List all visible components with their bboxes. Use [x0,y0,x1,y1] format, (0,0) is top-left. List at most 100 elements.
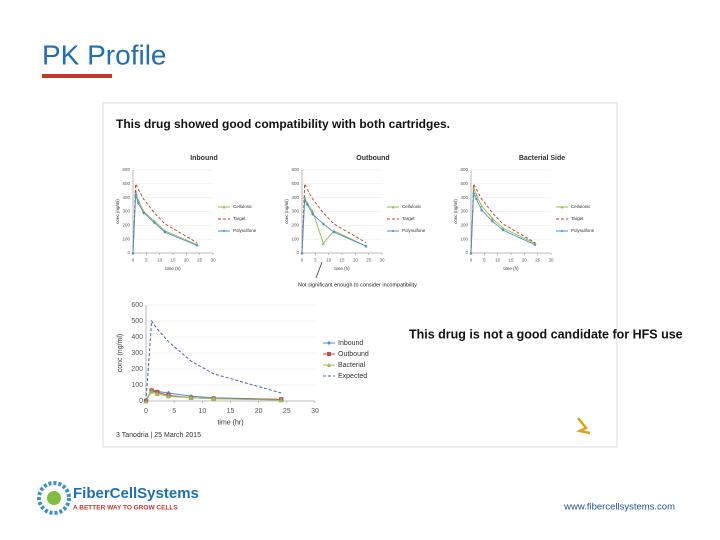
legend-label: Target [233,216,246,221]
mark-glyph [576,417,591,435]
marker [501,228,505,232]
legend-label: Cellulosic [233,204,253,209]
slide-title: PK Profile [42,39,167,70]
legend-label: Polysulfone [402,228,426,233]
x-tick-label: 0 [301,258,304,263]
marker [474,193,478,197]
marker [142,211,146,215]
x-tick-label: 25 [535,258,541,263]
marker [279,397,284,403]
marker [469,251,473,255]
marker [155,391,160,396]
y-axis-label: conc (ng/ml) [453,199,458,224]
x-tick-label: 25 [283,408,291,415]
y-tick-label: 200 [131,366,143,373]
marker [560,229,564,233]
x-axis-label: time (h) [165,266,181,271]
marker [501,226,505,230]
x-tick-label: 25 [197,258,203,263]
marker [166,393,171,399]
y-tick-label: 100 [291,236,299,241]
figure-frame [102,102,618,448]
legend-label: Expected [338,373,367,380]
x-tick-label: 15 [227,408,235,415]
chart-title: Outbound [356,155,389,162]
legend-label: Polysulfone [571,228,595,233]
conclusion-line: This drug is not a good candidate for HF… [409,327,683,341]
x-tick-label: 20 [255,408,263,415]
marker [222,205,226,209]
y-axis-label: conc (ng/ml) [284,199,289,224]
y-tick-label: 0 [465,250,468,255]
x-tick-label: 10 [326,258,332,263]
marker [303,195,307,200]
y-axis-label: conc (ng/ml) [115,199,120,224]
series-line [301,183,367,254]
legend-label: Target [402,216,415,221]
chart-title: Bacterial Side [519,155,565,162]
logo-core [47,491,61,505]
logo [37,481,71,515]
marker [188,395,194,400]
chart: Inbound 0 100 200 300 400 500 600 0 5 10 15 20 25 30 ti… [115,155,257,271]
x-axis-label: time (h) [334,266,350,271]
x-tick-label: 5 [172,408,176,415]
legend-label: Target [571,216,584,221]
logo-name: FiberCellSystems [73,485,199,502]
marker [136,201,140,205]
y-tick-label: 600 [460,167,468,172]
series-line [145,319,282,402]
marker [490,219,494,223]
marker [364,244,368,248]
annotation: Not significant enough to consider incom… [298,282,417,288]
y-tick-label: 500 [122,181,130,186]
y-tick-label: 600 [122,167,130,172]
marker [327,352,331,356]
x-tick-label: 5 [145,258,148,263]
marker [560,205,564,209]
marker [131,251,135,255]
marker [327,362,331,367]
y-tick-label: 600 [131,302,143,309]
x-tick-label: 5 [483,258,486,263]
y-tick-label: 200 [460,223,468,228]
legend-label: Bacterial [338,362,366,369]
y-tick-label: 600 [291,167,299,172]
marker [163,230,167,234]
y-tick-label: 400 [291,195,299,200]
x-tick-label: 10 [495,258,501,263]
y-tick-label: 200 [122,223,130,228]
marker [332,230,336,234]
y-tick-label: 500 [131,318,143,325]
y-tick-label: 400 [460,195,468,200]
chart: Bacterial Side 0 100 200 300 400 500 600 0 5 10 15 2… [453,155,595,271]
annotation-arrow [315,261,323,279]
y-tick-label: 200 [291,223,299,228]
marker [480,204,484,208]
y-tick-label: 100 [131,382,143,389]
y-tick-label: 400 [131,334,143,341]
logo-tagline: A BETTER WAY TO GROW CELLS [73,505,178,512]
x-axis-label: time (hr) [217,420,243,427]
y-tick-label: 300 [131,350,143,357]
chart: 0 100 200 300 400 500 600 0 5 10 15 20 25 30 time (hr)… [117,302,369,427]
x-tick-label: 10 [198,408,206,415]
marker [472,192,476,196]
y-tick-label: 300 [460,209,468,214]
x-tick-label: 15 [508,258,514,263]
y-tick-label: 300 [122,209,130,214]
legend-label: Polysulfone [233,228,257,233]
marker [321,241,325,245]
x-tick-label: 0 [470,258,473,263]
marker [305,203,309,207]
url: www.fibercellsystems.com [563,502,675,513]
y-tick-label: 300 [291,209,299,214]
y-tick-label: 0 [139,398,143,405]
y-tick-label: 0 [127,250,130,255]
y-tick-label: 500 [460,181,468,186]
marker [391,229,395,233]
x-tick-label: 0 [132,258,135,263]
marker [311,212,315,216]
y-tick-label: 500 [291,181,299,186]
